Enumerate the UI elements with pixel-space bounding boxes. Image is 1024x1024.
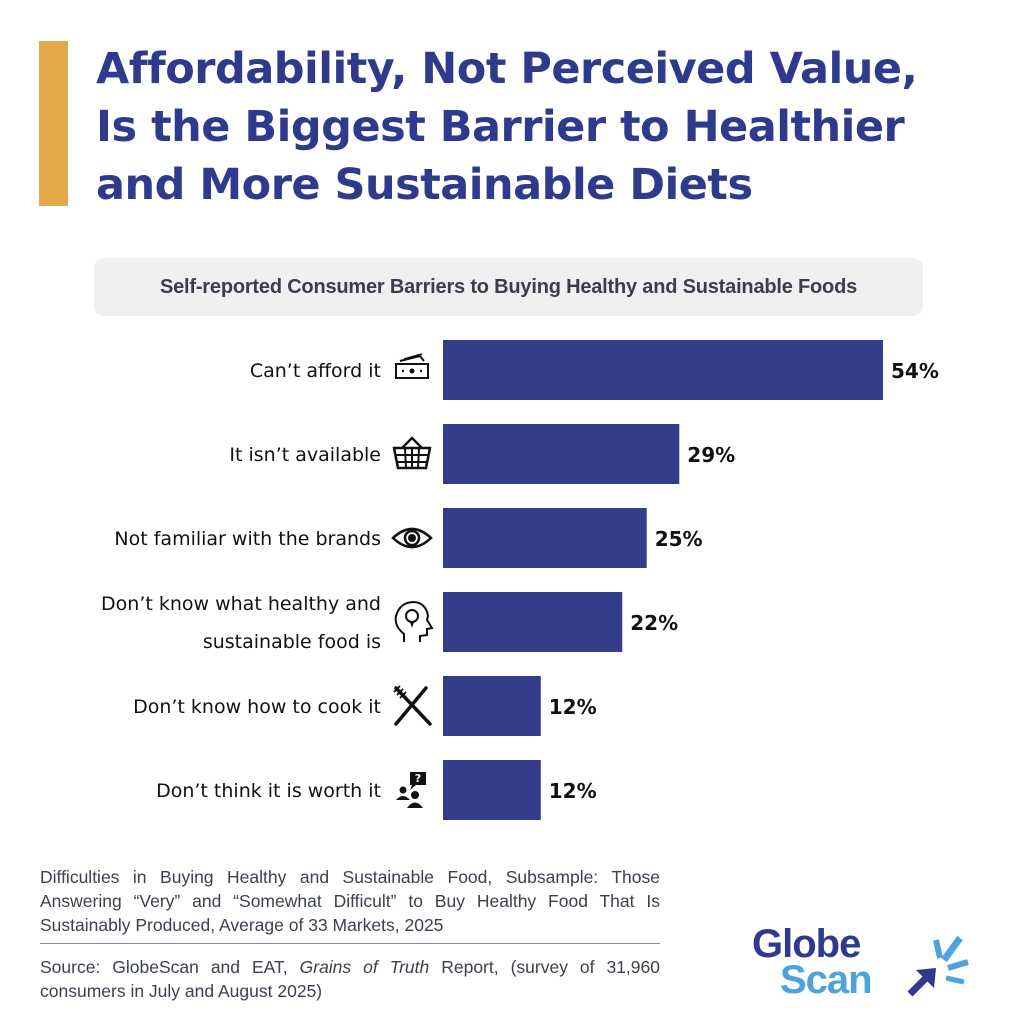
source-suffix: Report, (survey of 31,960 consumers in J…	[40, 957, 660, 1001]
title-line-3: and More Sustainable Diets	[96, 160, 753, 210]
value-label: 25%	[655, 527, 703, 551]
source-note: Source: GlobeScan and EAT, Grains of Tru…	[40, 955, 660, 1003]
title-line-1: Affordability, Not Perceived Value,	[96, 44, 918, 94]
title-accent-bar	[39, 41, 68, 206]
chart-title: Self-reported Consumer Barriers to Buyin…	[159, 275, 858, 298]
people-question-icon: ?	[396, 772, 426, 808]
bar-chart: 54% Can’t afford it 29% It isn’t available 2…	[101, 340, 939, 820]
logo-text-scan: Scan	[780, 958, 873, 1002]
title-line-2: Is the Biggest Barrier to Healthier	[96, 102, 905, 152]
bar	[443, 592, 623, 652]
bar	[443, 760, 541, 820]
value-label: 22%	[630, 611, 678, 635]
bar	[443, 508, 647, 568]
value-label: 12%	[549, 779, 597, 803]
bar	[443, 340, 883, 400]
category-label: Can’t afford it	[250, 360, 381, 382]
head-lightbulb-icon	[394, 600, 434, 642]
category-label: Don’t know how to cook it	[133, 696, 381, 718]
chart-notes: Difficulties in Buying Healthy and Susta…	[40, 867, 660, 935]
page-title: Affordability, Not Perceived Value, Is t…	[96, 40, 956, 214]
footer-divider	[40, 943, 660, 944]
source-prefix: Source: GlobeScan and EAT,	[40, 957, 300, 977]
money-bills-icon	[395, 353, 429, 379]
chart-title-box: Self-reported Consumer Barriers to Buyin…	[94, 258, 923, 316]
eye-icon	[391, 527, 433, 549]
value-label: 12%	[549, 695, 597, 719]
bar	[443, 424, 680, 484]
globescan-logo: Globe Scan	[752, 924, 982, 1004]
category-label: Don’t know what healthy and	[101, 593, 381, 615]
category-label: Don’t think it is worth it	[156, 780, 381, 802]
category-label: sustainable food is	[203, 631, 381, 653]
fork-knife-icon	[393, 685, 432, 726]
logo-text-globe: Globe	[752, 922, 861, 966]
category-label: It isn’t available	[229, 444, 381, 466]
value-label: 29%	[687, 443, 735, 467]
source-report-title: Grains of Truth	[299, 957, 430, 977]
bar	[443, 676, 541, 736]
svg-text:?: ?	[415, 772, 421, 785]
value-label: 54%	[891, 359, 939, 383]
category-label: Not familiar with the brands	[114, 528, 381, 550]
logo-burst-icon	[907, 935, 969, 997]
shopping-basket-icon	[392, 436, 432, 470]
